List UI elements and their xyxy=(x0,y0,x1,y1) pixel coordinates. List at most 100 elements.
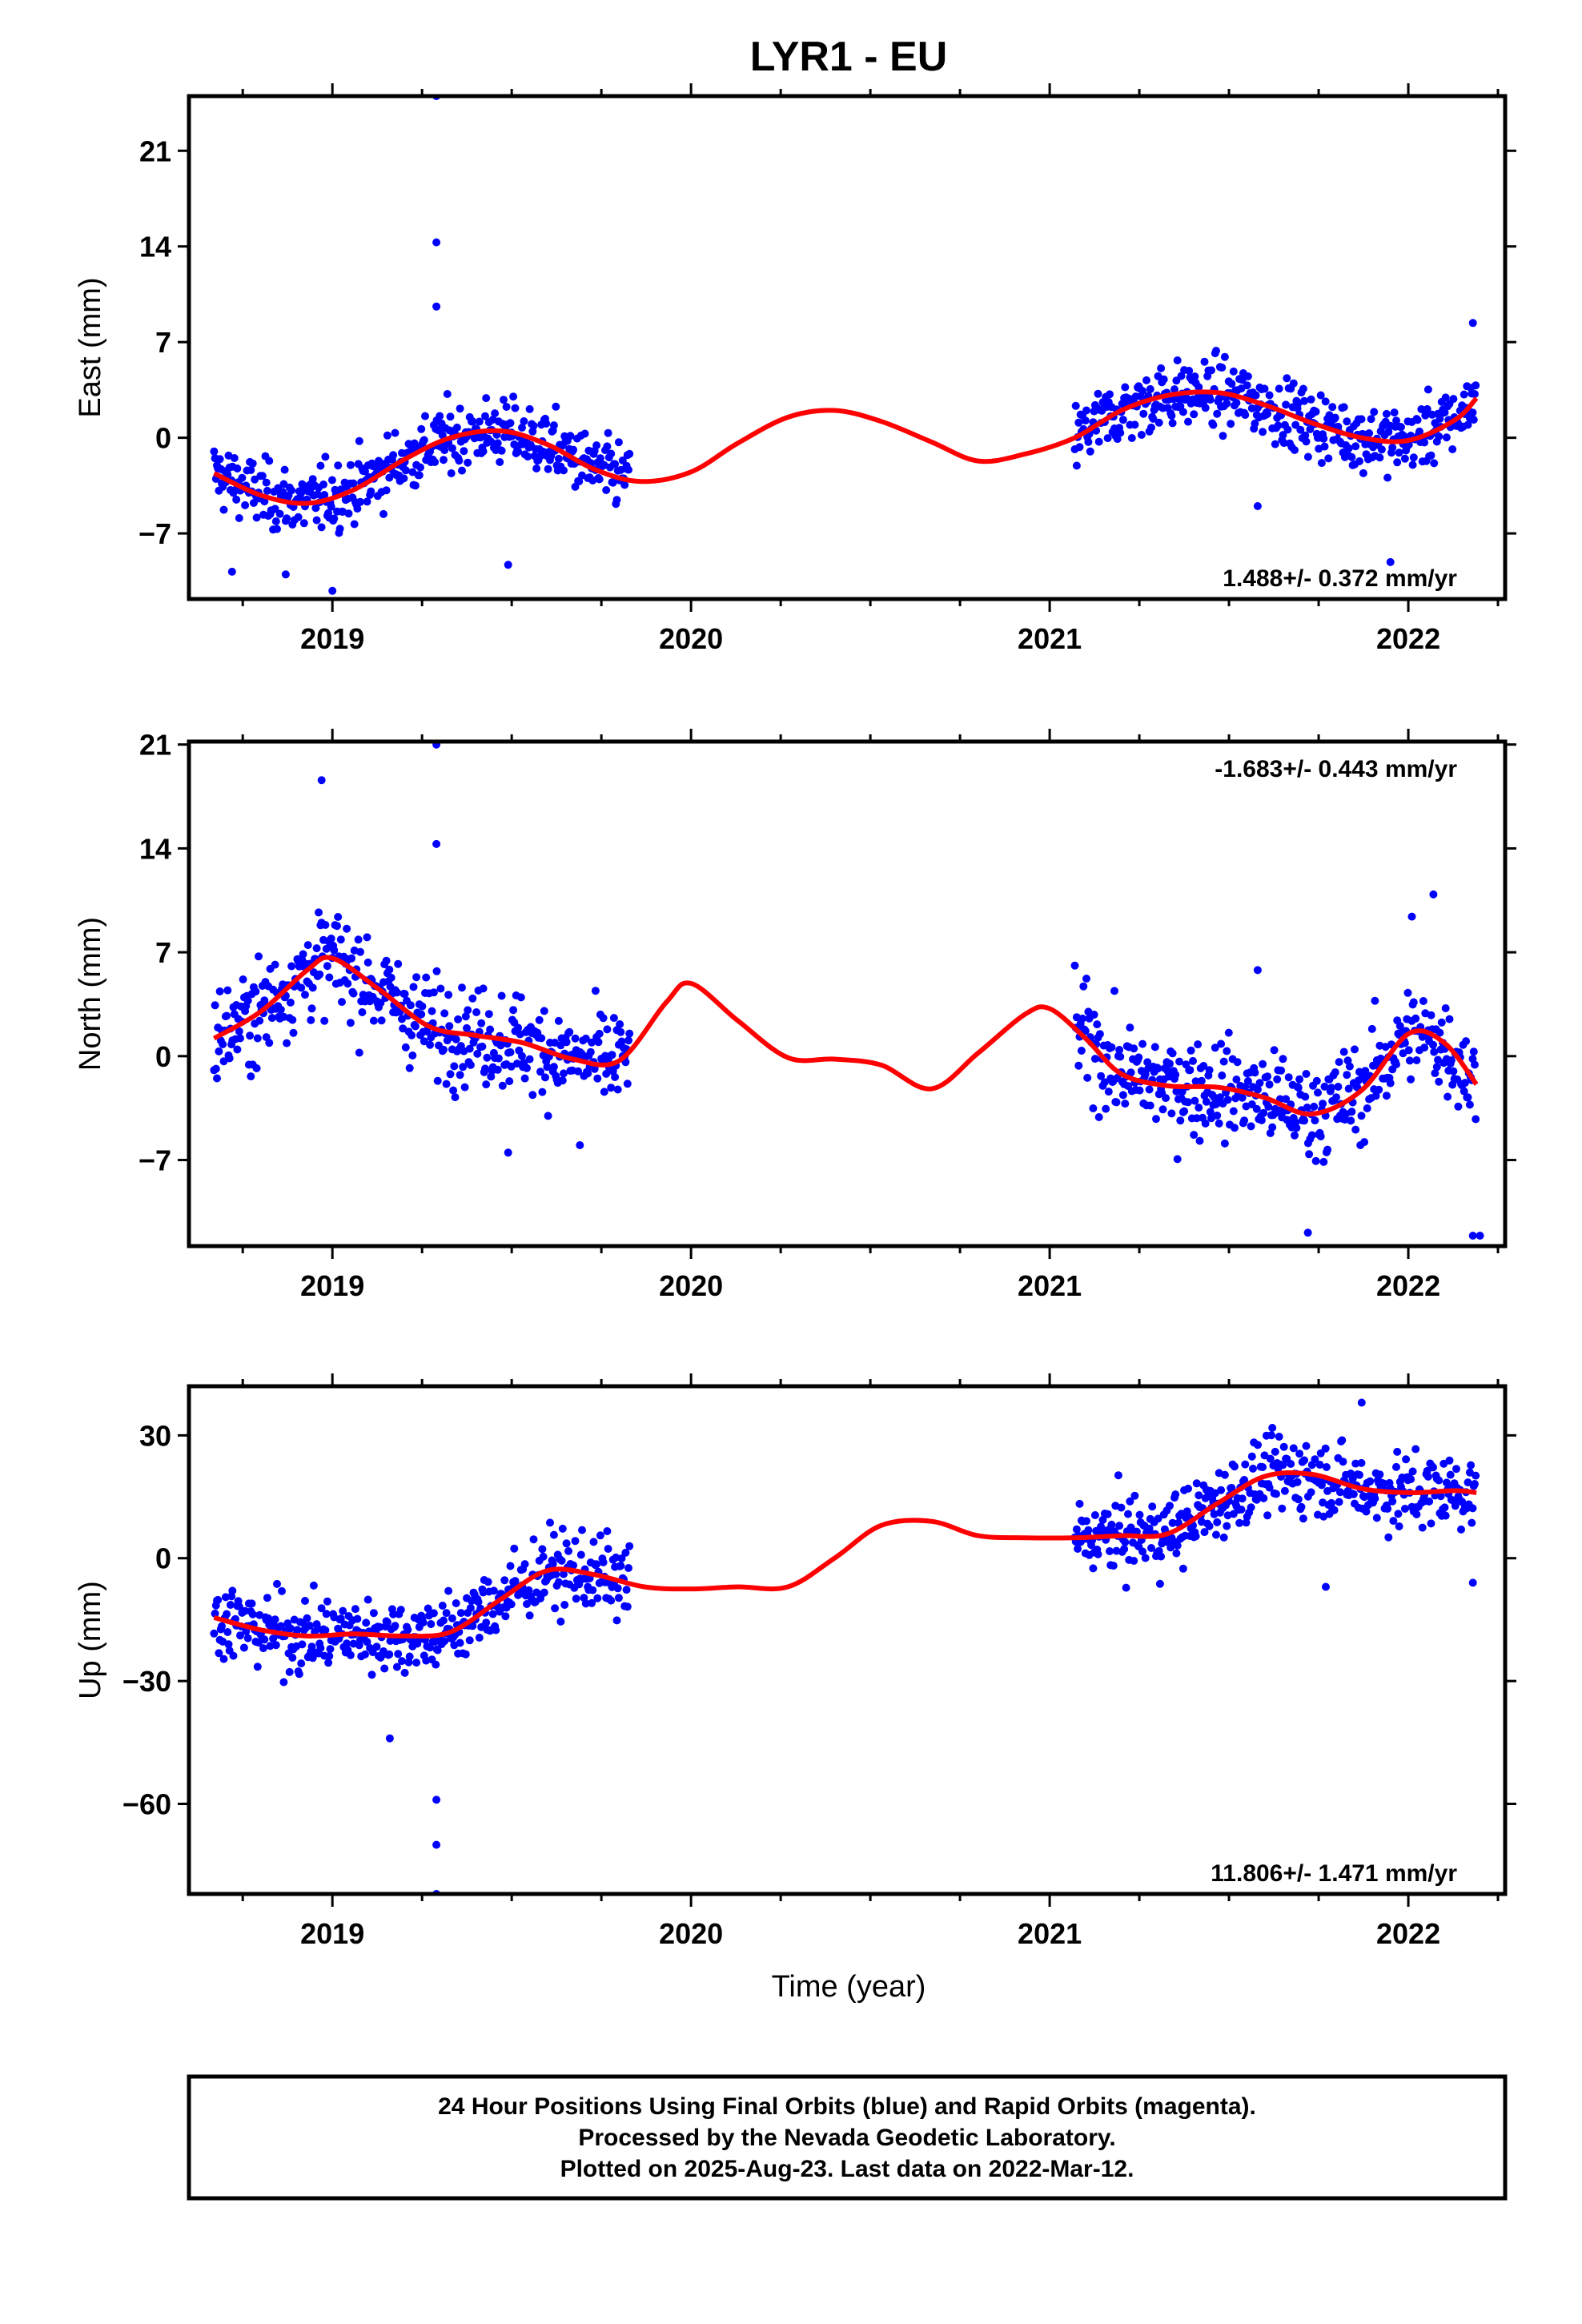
data-point xyxy=(442,1080,451,1088)
data-point xyxy=(588,1038,596,1047)
data-point xyxy=(1431,1069,1439,1078)
data-point xyxy=(356,947,364,956)
data-point xyxy=(411,1022,420,1031)
data-point xyxy=(421,412,429,420)
data-point xyxy=(1366,1477,1375,1486)
data-point xyxy=(229,1651,238,1660)
x-tick-label: 2022 xyxy=(1376,1917,1440,1950)
data-point xyxy=(549,421,558,430)
data-point xyxy=(321,452,330,461)
data-point xyxy=(343,979,352,988)
y-tick-label: 14 xyxy=(139,231,171,263)
data-point xyxy=(506,419,515,428)
data-point xyxy=(1282,1095,1291,1104)
data-point xyxy=(1301,431,1310,440)
data-point xyxy=(1084,437,1093,446)
data-point xyxy=(612,496,621,505)
data-point xyxy=(326,1645,335,1654)
x-tick-label: 2022 xyxy=(1376,622,1440,655)
data-point xyxy=(308,475,317,484)
data-point xyxy=(394,959,403,968)
data-point xyxy=(571,1034,580,1043)
data-point xyxy=(1083,1073,1092,1082)
data-point xyxy=(569,1561,578,1570)
data-point xyxy=(625,1542,634,1550)
data-point xyxy=(505,1077,514,1086)
data-point xyxy=(400,990,409,999)
data-point xyxy=(1435,415,1444,423)
data-point xyxy=(289,1028,298,1037)
data-point xyxy=(1388,443,1397,452)
data-point xyxy=(409,983,418,991)
data-point xyxy=(1089,1104,1098,1112)
data-point xyxy=(1224,1028,1233,1037)
data-point xyxy=(608,478,617,487)
data-point xyxy=(1267,1431,1275,1440)
data-point xyxy=(327,476,336,485)
data-point xyxy=(297,489,306,497)
data-point xyxy=(1437,1018,1446,1027)
data-point xyxy=(529,1535,538,1544)
data-point xyxy=(334,913,343,921)
y-axis-label: North (mm) xyxy=(74,917,107,1071)
data-point xyxy=(1441,1511,1450,1520)
data-point xyxy=(536,1068,544,1076)
data-point xyxy=(475,417,484,426)
data-point xyxy=(1469,1047,1478,1056)
data-point xyxy=(252,1064,261,1072)
data-point xyxy=(1411,1445,1420,1454)
data-point xyxy=(1229,367,1238,376)
data-point xyxy=(253,1034,262,1043)
data-point xyxy=(299,519,308,528)
north-frame xyxy=(187,739,1508,1248)
data-point xyxy=(1411,1014,1420,1023)
data-point xyxy=(394,1650,403,1659)
data-point xyxy=(465,1636,474,1645)
data-point xyxy=(1075,443,1084,452)
x-tick-label: 2019 xyxy=(300,1269,364,1302)
data-point xyxy=(445,1022,454,1031)
data-point xyxy=(1186,1066,1195,1075)
data-point xyxy=(1159,375,1168,384)
data-point xyxy=(452,1035,460,1043)
data-point xyxy=(538,1088,547,1096)
data-point xyxy=(1120,1545,1129,1554)
data-point xyxy=(1184,417,1192,426)
data-point xyxy=(1127,434,1136,442)
data-point xyxy=(417,1010,426,1019)
data-point xyxy=(1339,1047,1348,1056)
data-point xyxy=(616,1027,625,1036)
data-point xyxy=(1253,966,1262,975)
footer-box xyxy=(187,2074,1508,2201)
data-point xyxy=(1319,1100,1327,1108)
data-point xyxy=(1192,1479,1201,1488)
data-point xyxy=(452,423,461,432)
data-point xyxy=(1074,418,1083,427)
data-point xyxy=(1254,1441,1262,1449)
data-point xyxy=(1446,1470,1455,1479)
data-point xyxy=(1106,390,1114,399)
data-point xyxy=(335,525,344,533)
data-point xyxy=(1300,1456,1309,1465)
data-point xyxy=(1135,1510,1144,1519)
data-point xyxy=(433,1076,442,1085)
data-point xyxy=(1347,452,1356,461)
data-point xyxy=(255,952,263,961)
data-point xyxy=(1130,1044,1138,1053)
y-tick-label: 21 xyxy=(139,135,171,167)
data-point xyxy=(227,567,236,576)
data-point xyxy=(509,392,518,401)
data-point xyxy=(408,1031,416,1039)
data-point xyxy=(1074,1545,1082,1553)
data-point xyxy=(1146,384,1154,393)
data-point xyxy=(323,962,331,971)
data-point xyxy=(1121,1100,1130,1108)
data-point xyxy=(565,1027,574,1036)
data-point xyxy=(279,1678,288,1687)
y-tick-label: −30 xyxy=(122,1665,171,1698)
data-point xyxy=(349,479,358,488)
data-point xyxy=(580,429,589,438)
data-point xyxy=(1172,1549,1181,1558)
data-point xyxy=(540,1588,548,1597)
data-point xyxy=(558,1524,567,1533)
